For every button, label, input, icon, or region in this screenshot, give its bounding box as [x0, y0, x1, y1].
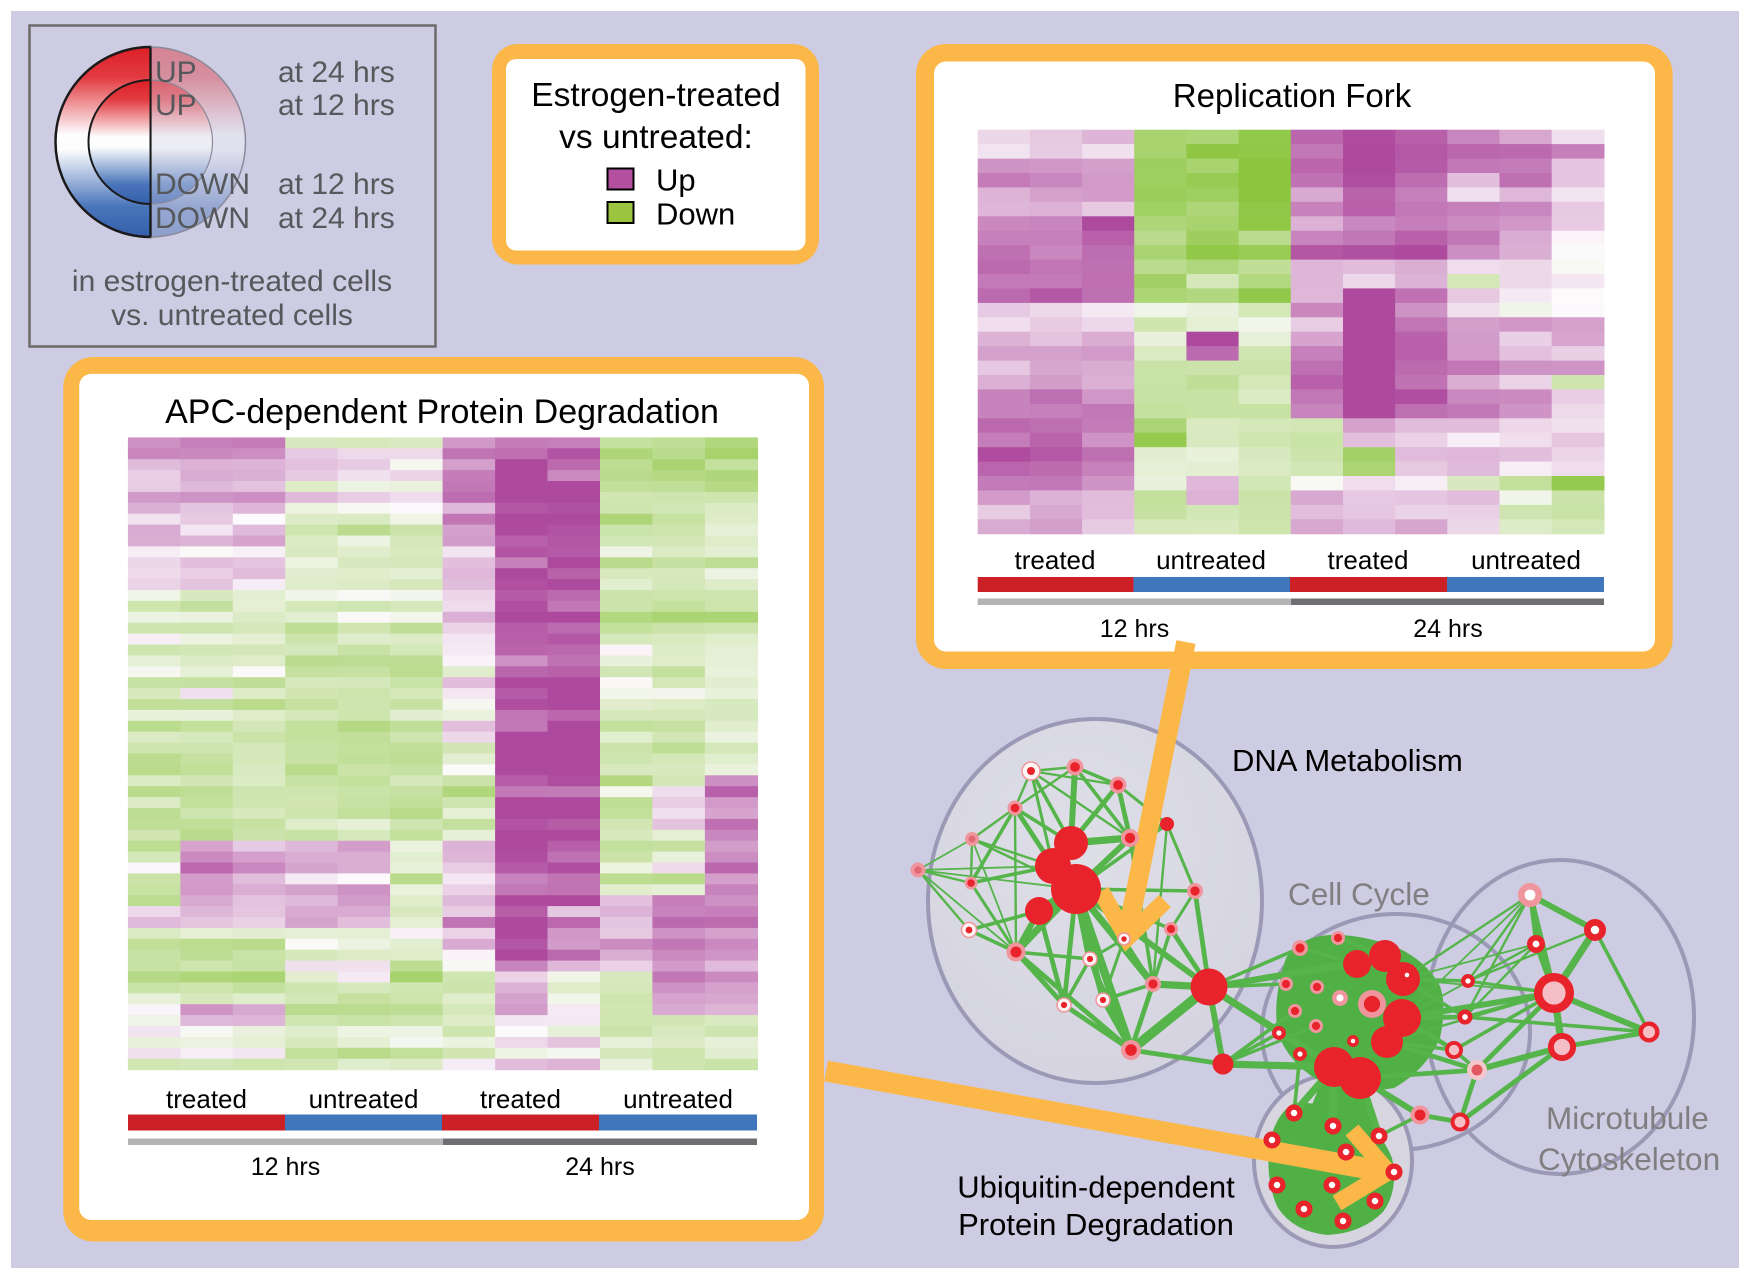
svg-text:24 hrs: 24 hrs [1413, 615, 1482, 643]
svg-text:in estrogen-treated cells: in estrogen-treated cells [72, 265, 392, 298]
svg-text:vs untreated:: vs untreated: [559, 119, 753, 156]
svg-text:Protein Degradation: Protein Degradation [958, 1207, 1234, 1242]
svg-text:untreated: untreated [1156, 545, 1266, 575]
svg-text:untreated: untreated [623, 1084, 733, 1114]
svg-text:DOWN: DOWN [155, 168, 250, 201]
svg-text:Microtubule: Microtubule [1546, 1100, 1709, 1136]
svg-text:at 24 hrs: at 24 hrs [278, 202, 395, 235]
svg-text:untreated: untreated [1471, 545, 1581, 575]
svg-text:24 hrs: 24 hrs [565, 1153, 634, 1181]
svg-text:UP: UP [155, 56, 197, 89]
svg-text:DOWN: DOWN [155, 202, 250, 235]
svg-text:12 hrs: 12 hrs [251, 1153, 320, 1181]
svg-text:treated: treated [166, 1084, 247, 1114]
svg-text:12 hrs: 12 hrs [1100, 615, 1169, 643]
svg-text:at 12 hrs: at 12 hrs [278, 168, 395, 201]
svg-text:DNA Metabolism: DNA Metabolism [1232, 743, 1463, 778]
svg-text:treated: treated [480, 1084, 561, 1114]
svg-text:at 24 hrs: at 24 hrs [278, 56, 395, 89]
svg-text:Up: Up [656, 163, 696, 198]
svg-text:at 12 hrs: at 12 hrs [278, 89, 395, 122]
svg-text:treated: treated [1328, 545, 1409, 575]
svg-text:Cytoskeleton: Cytoskeleton [1538, 1141, 1720, 1177]
svg-text:Ubiquitin-dependent: Ubiquitin-dependent [957, 1170, 1235, 1205]
svg-text:Replication Fork: Replication Fork [1173, 77, 1412, 114]
svg-text:vs. untreated cells: vs. untreated cells [111, 299, 353, 332]
svg-text:Down: Down [656, 197, 735, 232]
svg-text:UP: UP [155, 89, 197, 122]
svg-text:Estrogen-treated: Estrogen-treated [531, 77, 781, 114]
svg-text:treated: treated [1015, 545, 1096, 575]
svg-text:Cell Cycle: Cell Cycle [1288, 876, 1430, 912]
svg-text:APC-dependent Protein Degradat: APC-dependent Protein Degradation [165, 393, 719, 431]
svg-text:untreated: untreated [309, 1084, 419, 1114]
